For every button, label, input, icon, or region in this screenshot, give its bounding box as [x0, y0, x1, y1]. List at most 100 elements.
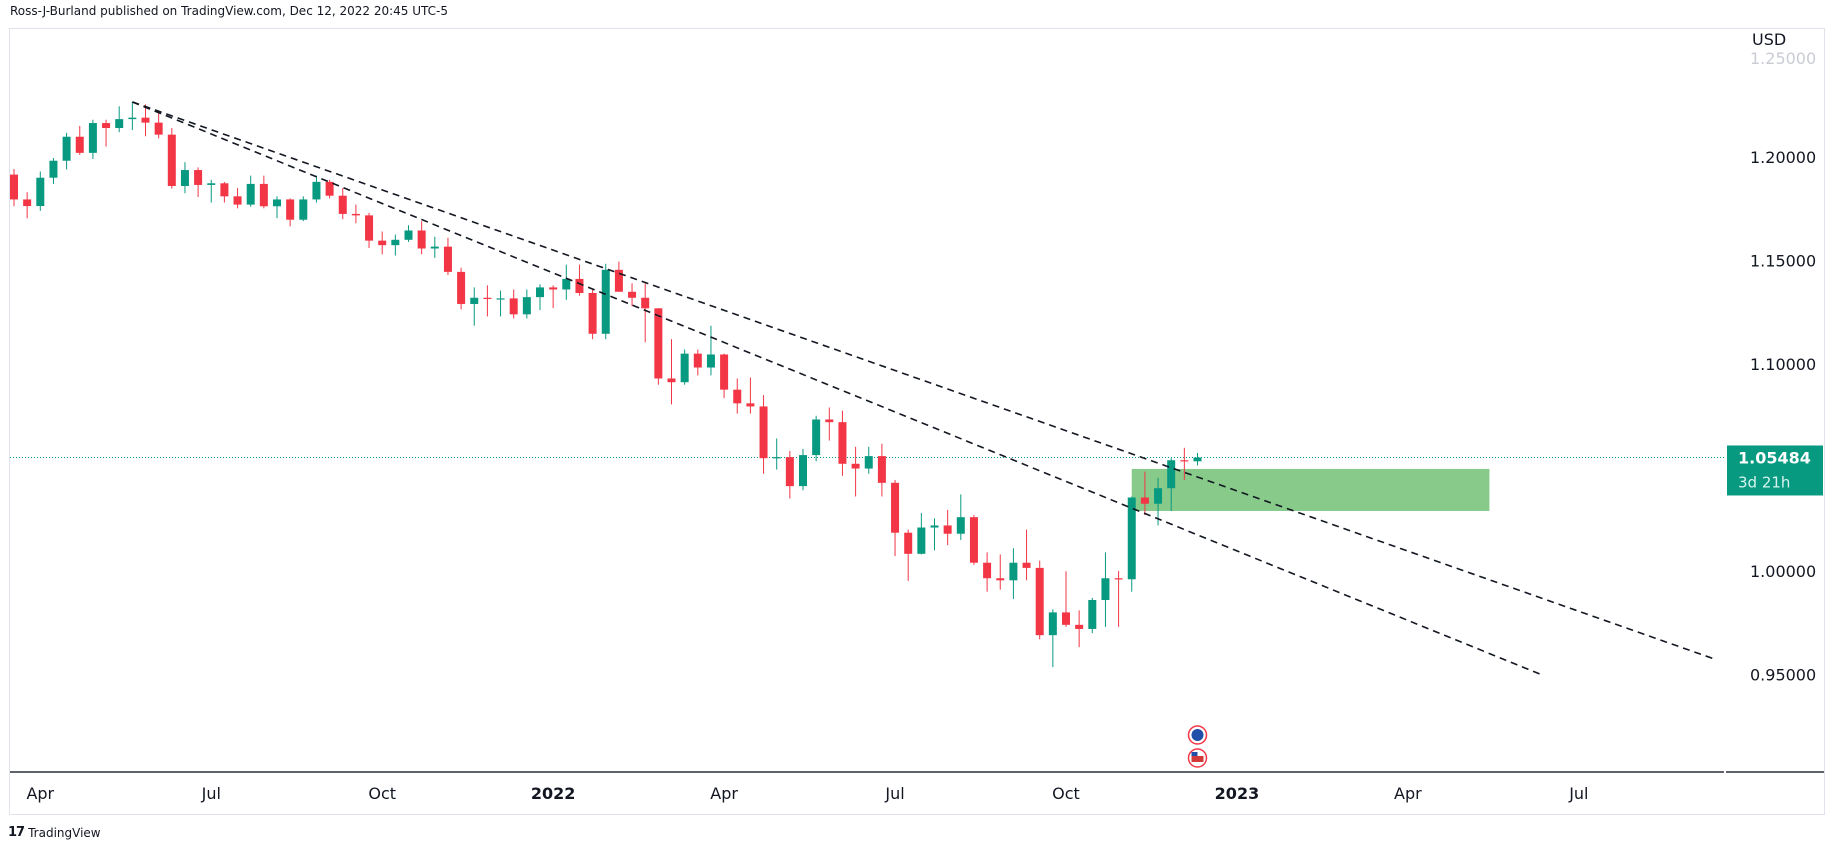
candle-up[interactable]	[496, 298, 505, 300]
candle-down[interactable]	[641, 297, 650, 309]
candle-down[interactable]	[1062, 612, 1070, 625]
candle-down[interactable]	[286, 199, 295, 220]
candle-down[interactable]	[614, 269, 623, 292]
candle-down[interactable]	[733, 389, 742, 404]
candle-down[interactable]	[628, 291, 637, 298]
price-axis[interactable]	[1725, 29, 1824, 772]
candle-up[interactable]	[273, 199, 281, 207]
candle-up[interactable]	[799, 455, 807, 487]
candle-up[interactable]	[430, 246, 439, 249]
candle-up[interactable]	[391, 239, 400, 246]
candle-up[interactable]	[49, 160, 58, 178]
candle-up[interactable]	[312, 181, 321, 200]
candle-up[interactable]	[601, 269, 610, 334]
currency-label[interactable]: USD	[1752, 30, 1786, 49]
candle-up[interactable]	[1009, 562, 1018, 581]
candle-down[interactable]	[417, 230, 426, 249]
candle-up[interactable]	[706, 354, 715, 368]
candle-down[interactable]	[720, 354, 729, 390]
candle-up[interactable]	[404, 230, 413, 240]
candle-down[interactable]	[75, 136, 84, 153]
candle-up[interactable]	[1167, 460, 1176, 489]
candle-up[interactable]	[536, 287, 544, 298]
candle-down[interactable]	[588, 292, 597, 334]
candle-down[interactable]	[194, 170, 203, 185]
candle-up[interactable]	[522, 297, 531, 315]
time-tick-label: Oct	[1052, 784, 1080, 803]
candle-up[interactable]	[180, 170, 189, 186]
candle-down[interactable]	[969, 517, 978, 563]
candle-up[interactable]	[470, 297, 479, 304]
candle-down[interactable]	[1035, 567, 1044, 636]
candle-up[interactable]	[1193, 457, 1202, 462]
candle-up[interactable]	[680, 353, 689, 383]
lower-trendline[interactable]	[132, 101, 1543, 676]
candle-down[interactable]	[378, 240, 387, 246]
candle-down[interactable]	[102, 123, 111, 129]
candle-up[interactable]	[1127, 497, 1136, 580]
candle-down[interactable]	[457, 271, 466, 304]
candle-down[interactable]	[351, 213, 360, 216]
candle-down[interactable]	[759, 406, 768, 459]
candle-up[interactable]	[246, 183, 255, 205]
candle-up[interactable]	[128, 117, 137, 120]
candle-down[interactable]	[10, 174, 18, 200]
candle-up[interactable]	[207, 183, 216, 185]
upper-trendline[interactable]	[132, 101, 1715, 660]
candle-down[interactable]	[233, 196, 242, 205]
candle-down[interactable]	[443, 246, 452, 272]
candle-up[interactable]	[1088, 599, 1097, 629]
candle-up[interactable]	[772, 457, 781, 459]
candle-down[interactable]	[154, 122, 163, 135]
candle-down[interactable]	[365, 215, 374, 241]
candle-up[interactable]	[299, 199, 308, 220]
footer-brand[interactable]: TradingView	[28, 825, 101, 840]
candle-down[interactable]	[654, 308, 663, 379]
candle-down[interactable]	[746, 403, 755, 407]
candle-down[interactable]	[220, 183, 229, 197]
candle-up[interactable]	[956, 517, 965, 534]
candle-down[interactable]	[509, 298, 518, 315]
candle-up[interactable]	[1048, 612, 1057, 636]
candle-down[interactable]	[575, 278, 584, 293]
candle-down[interactable]	[851, 463, 860, 469]
candle-down[interactable]	[943, 525, 952, 534]
candle-up[interactable]	[562, 278, 571, 290]
candle-down[interactable]	[325, 181, 334, 196]
candle-down[interactable]	[1114, 578, 1123, 580]
candle-up[interactable]	[917, 527, 926, 554]
candle-down[interactable]	[1180, 460, 1189, 462]
candle-down[interactable]	[483, 297, 492, 299]
candle-down[interactable]	[23, 199, 32, 207]
candle-up[interactable]	[115, 119, 124, 129]
candle-down[interactable]	[1022, 562, 1031, 568]
candle-up[interactable]	[864, 456, 873, 469]
candle-down[interactable]	[338, 195, 347, 214]
candle-down[interactable]	[549, 287, 558, 290]
candle-down[interactable]	[983, 562, 992, 579]
candle-down[interactable]	[667, 378, 676, 383]
candle-down[interactable]	[141, 117, 150, 123]
candle-down[interactable]	[825, 419, 834, 423]
candle-down[interactable]	[904, 532, 913, 554]
candle-down[interactable]	[1140, 497, 1149, 504]
candle-down[interactable]	[838, 422, 847, 464]
time-axis[interactable]	[10, 773, 1725, 814]
candle-down[interactable]	[693, 353, 702, 368]
candle-down[interactable]	[1075, 624, 1084, 629]
candle-down[interactable]	[891, 482, 900, 533]
candle-down[interactable]	[167, 134, 176, 186]
candle-up[interactable]	[62, 136, 71, 161]
candle-down[interactable]	[259, 183, 268, 207]
candle-up[interactable]	[1101, 578, 1110, 600]
candle-up[interactable]	[88, 123, 97, 153]
candle-up[interactable]	[812, 419, 821, 456]
candle-down[interactable]	[996, 578, 1005, 581]
candle-up[interactable]	[1154, 488, 1163, 504]
candle-up[interactable]	[36, 177, 45, 207]
candle-up[interactable]	[930, 525, 939, 528]
support-zone[interactable]	[1131, 468, 1490, 511]
candle-down[interactable]	[877, 456, 886, 483]
candle-down[interactable]	[785, 457, 794, 487]
